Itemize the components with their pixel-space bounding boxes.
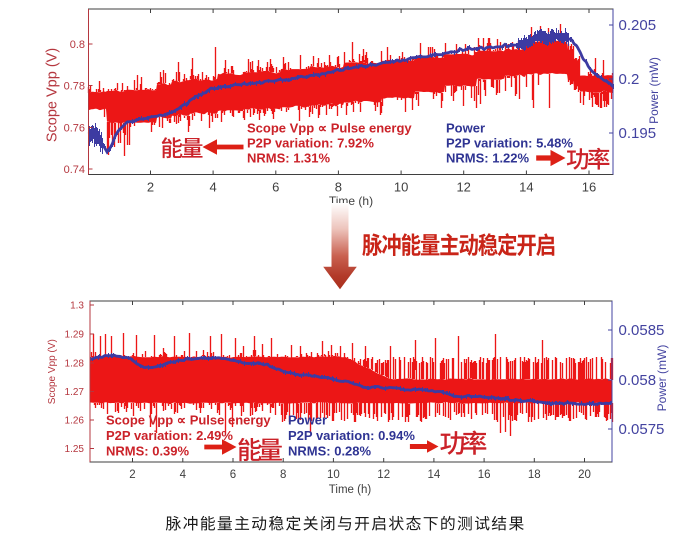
svg-text:14: 14 (428, 469, 441, 481)
svg-text:Power (mW): Power (mW) (647, 57, 661, 124)
svg-text:P2P variation: 7.92%: P2P variation: 7.92% (247, 135, 374, 150)
svg-text:18: 18 (528, 469, 541, 481)
svg-text:0.205: 0.205 (619, 17, 657, 34)
svg-text:1.25: 1.25 (65, 444, 85, 455)
svg-text:Scope Vpp (V): Scope Vpp (V) (45, 48, 61, 142)
svg-text:Scope Vpp ∝ Pulse energy: Scope Vpp ∝ Pulse energy (106, 413, 271, 428)
svg-text:0.78: 0.78 (64, 80, 85, 92)
svg-text:10: 10 (327, 469, 340, 481)
svg-text:Scope Vpp (V): Scope Vpp (V) (47, 339, 58, 404)
svg-text:P2P variation: 5.48%: P2P variation: 5.48% (446, 135, 573, 150)
svg-text:P2P variation: 0.94%: P2P variation: 0.94% (288, 428, 415, 443)
svg-text:6: 6 (230, 469, 236, 481)
svg-text:14: 14 (519, 180, 533, 195)
svg-text:NRMS: 0.39%: NRMS: 0.39% (106, 443, 190, 458)
svg-text:0.74: 0.74 (64, 164, 85, 176)
svg-text:0.76: 0.76 (64, 122, 85, 134)
svg-text:1.27: 1.27 (65, 387, 85, 398)
svg-text:NRMS: 1.22%: NRMS: 1.22% (446, 150, 530, 165)
svg-text:1.28: 1.28 (65, 359, 85, 370)
svg-text:4: 4 (209, 180, 216, 195)
svg-text:Scope Vpp ∝ Pulse energy: Scope Vpp ∝ Pulse energy (247, 120, 412, 135)
svg-text:1.26: 1.26 (65, 416, 85, 427)
svg-text:16: 16 (582, 180, 596, 195)
svg-text:0.8: 0.8 (70, 39, 85, 51)
svg-text:Time (h): Time (h) (329, 484, 372, 496)
svg-text:0.195: 0.195 (619, 125, 657, 142)
svg-text:6: 6 (272, 180, 279, 195)
svg-text:16: 16 (478, 469, 491, 481)
svg-text:Power: Power (446, 120, 485, 135)
svg-text:NRMS: 0.28%: NRMS: 0.28% (288, 443, 372, 458)
svg-text:P2P variation: 2.49%: P2P variation: 2.49% (106, 428, 233, 443)
svg-text:NRMS: 1.31%: NRMS: 1.31% (247, 150, 331, 165)
svg-text:1.3: 1.3 (70, 301, 84, 312)
svg-text:12: 12 (456, 180, 470, 195)
svg-text:4: 4 (180, 469, 187, 481)
svg-text:0.0575: 0.0575 (619, 421, 665, 438)
svg-text:8: 8 (280, 469, 286, 481)
svg-text:0.0585: 0.0585 (619, 322, 665, 339)
svg-text:0.2: 0.2 (619, 71, 640, 88)
svg-text:Power: Power (288, 413, 327, 428)
svg-text:12: 12 (377, 469, 390, 481)
svg-text:10: 10 (394, 180, 408, 195)
svg-text:Power (mW): Power (mW) (655, 345, 669, 412)
svg-text:2: 2 (147, 180, 154, 195)
svg-text:20: 20 (578, 469, 591, 481)
svg-text:0.058: 0.058 (619, 372, 657, 389)
svg-text:1.29: 1.29 (65, 330, 85, 341)
svg-text:2: 2 (129, 469, 135, 481)
svg-text:8: 8 (335, 180, 342, 195)
